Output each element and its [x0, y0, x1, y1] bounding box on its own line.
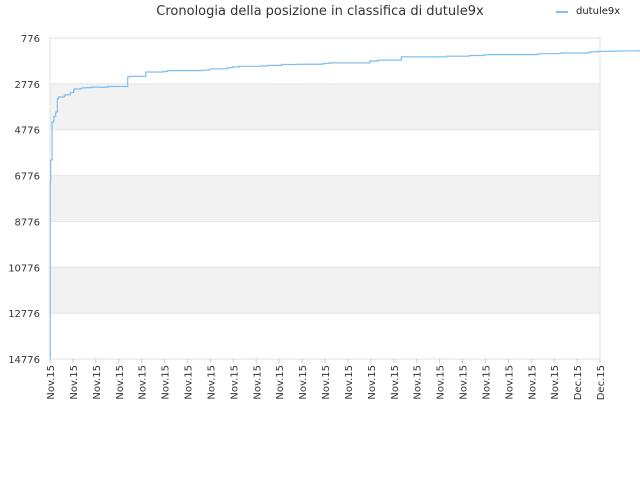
x-tick-label: Nov.15 [161, 365, 172, 400]
x-tick-label: Nov.15 [390, 365, 401, 400]
y-tick-label: 776 [21, 34, 40, 45]
plot-bands [50, 38, 600, 359]
x-tick-label: Nov.15 [298, 365, 309, 400]
plot-band [50, 267, 600, 314]
x-tick-label: Nov.15 [115, 365, 126, 400]
y-tick-label: 8776 [15, 217, 40, 228]
plot-band [50, 83, 600, 130]
y-tick-labels: 776 2776 4776 6776 8776 10776 12776 14776 [8, 34, 40, 366]
x-tick-label: Nov.15 [138, 365, 149, 400]
y-tick-label: 4776 [15, 126, 40, 137]
legend: dutule9x [556, 6, 620, 17]
y-tick-label: 14776 [8, 355, 40, 366]
x-tick-label: Nov.15 [69, 365, 80, 400]
series-lines [49, 50, 640, 360]
x-tick-label: Nov.15 [344, 365, 355, 400]
y-tick-label: 6776 [15, 172, 40, 183]
x-tick-label: Nov.15 [275, 365, 286, 400]
x-tick-label: Nov.15 [46, 365, 57, 400]
legend-swatch [556, 10, 568, 13]
y-tick-label: 2776 [15, 80, 40, 91]
x-tick-label: Nov.15 [527, 365, 538, 400]
series-line-dutule9x [49, 50, 640, 360]
y-tick-label: 10776 [8, 263, 40, 274]
x-tick-label: Dec.15 [573, 365, 584, 400]
x-tick-labels: Nov.15 Nov.15 Nov.15 Nov.15 Nov.15 Nov.15 Nov.… [46, 365, 607, 400]
chart-title: Cronologia della posizione in classifica… [156, 4, 484, 19]
x-tick-label: Nov.15 [367, 365, 378, 400]
x-tick-label: Nov.15 [321, 365, 332, 400]
x-tick-label: Nov.15 [92, 365, 103, 400]
legend-label: dutule9x [576, 6, 621, 17]
x-tick-label: Nov.15 [252, 365, 263, 400]
x-tick-label: Nov.15 [459, 365, 470, 400]
x-tick-label: Nov.15 [481, 365, 492, 400]
x-tick-label: Nov.15 [436, 365, 447, 400]
x-tick-label: Dec.15 [596, 365, 607, 400]
x-tick-label: Nov.15 [229, 365, 240, 400]
x-tick-label: Nov.15 [550, 365, 561, 400]
x-tick-label: Nov.15 [413, 365, 424, 400]
x-tick-label: Nov.15 [206, 365, 217, 400]
x-tick-label: Nov.15 [184, 365, 195, 400]
x-tick-label: Nov.15 [504, 365, 515, 400]
y-tick-label: 12776 [8, 309, 40, 320]
plot-band [50, 175, 600, 222]
